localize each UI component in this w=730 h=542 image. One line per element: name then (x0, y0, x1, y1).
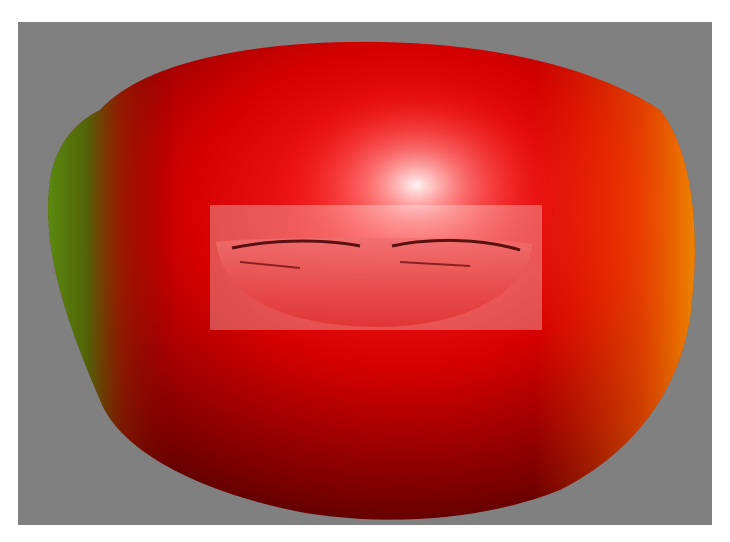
device-model (216, 237, 532, 327)
device-detail (231, 238, 521, 252)
device-detail (239, 261, 471, 269)
